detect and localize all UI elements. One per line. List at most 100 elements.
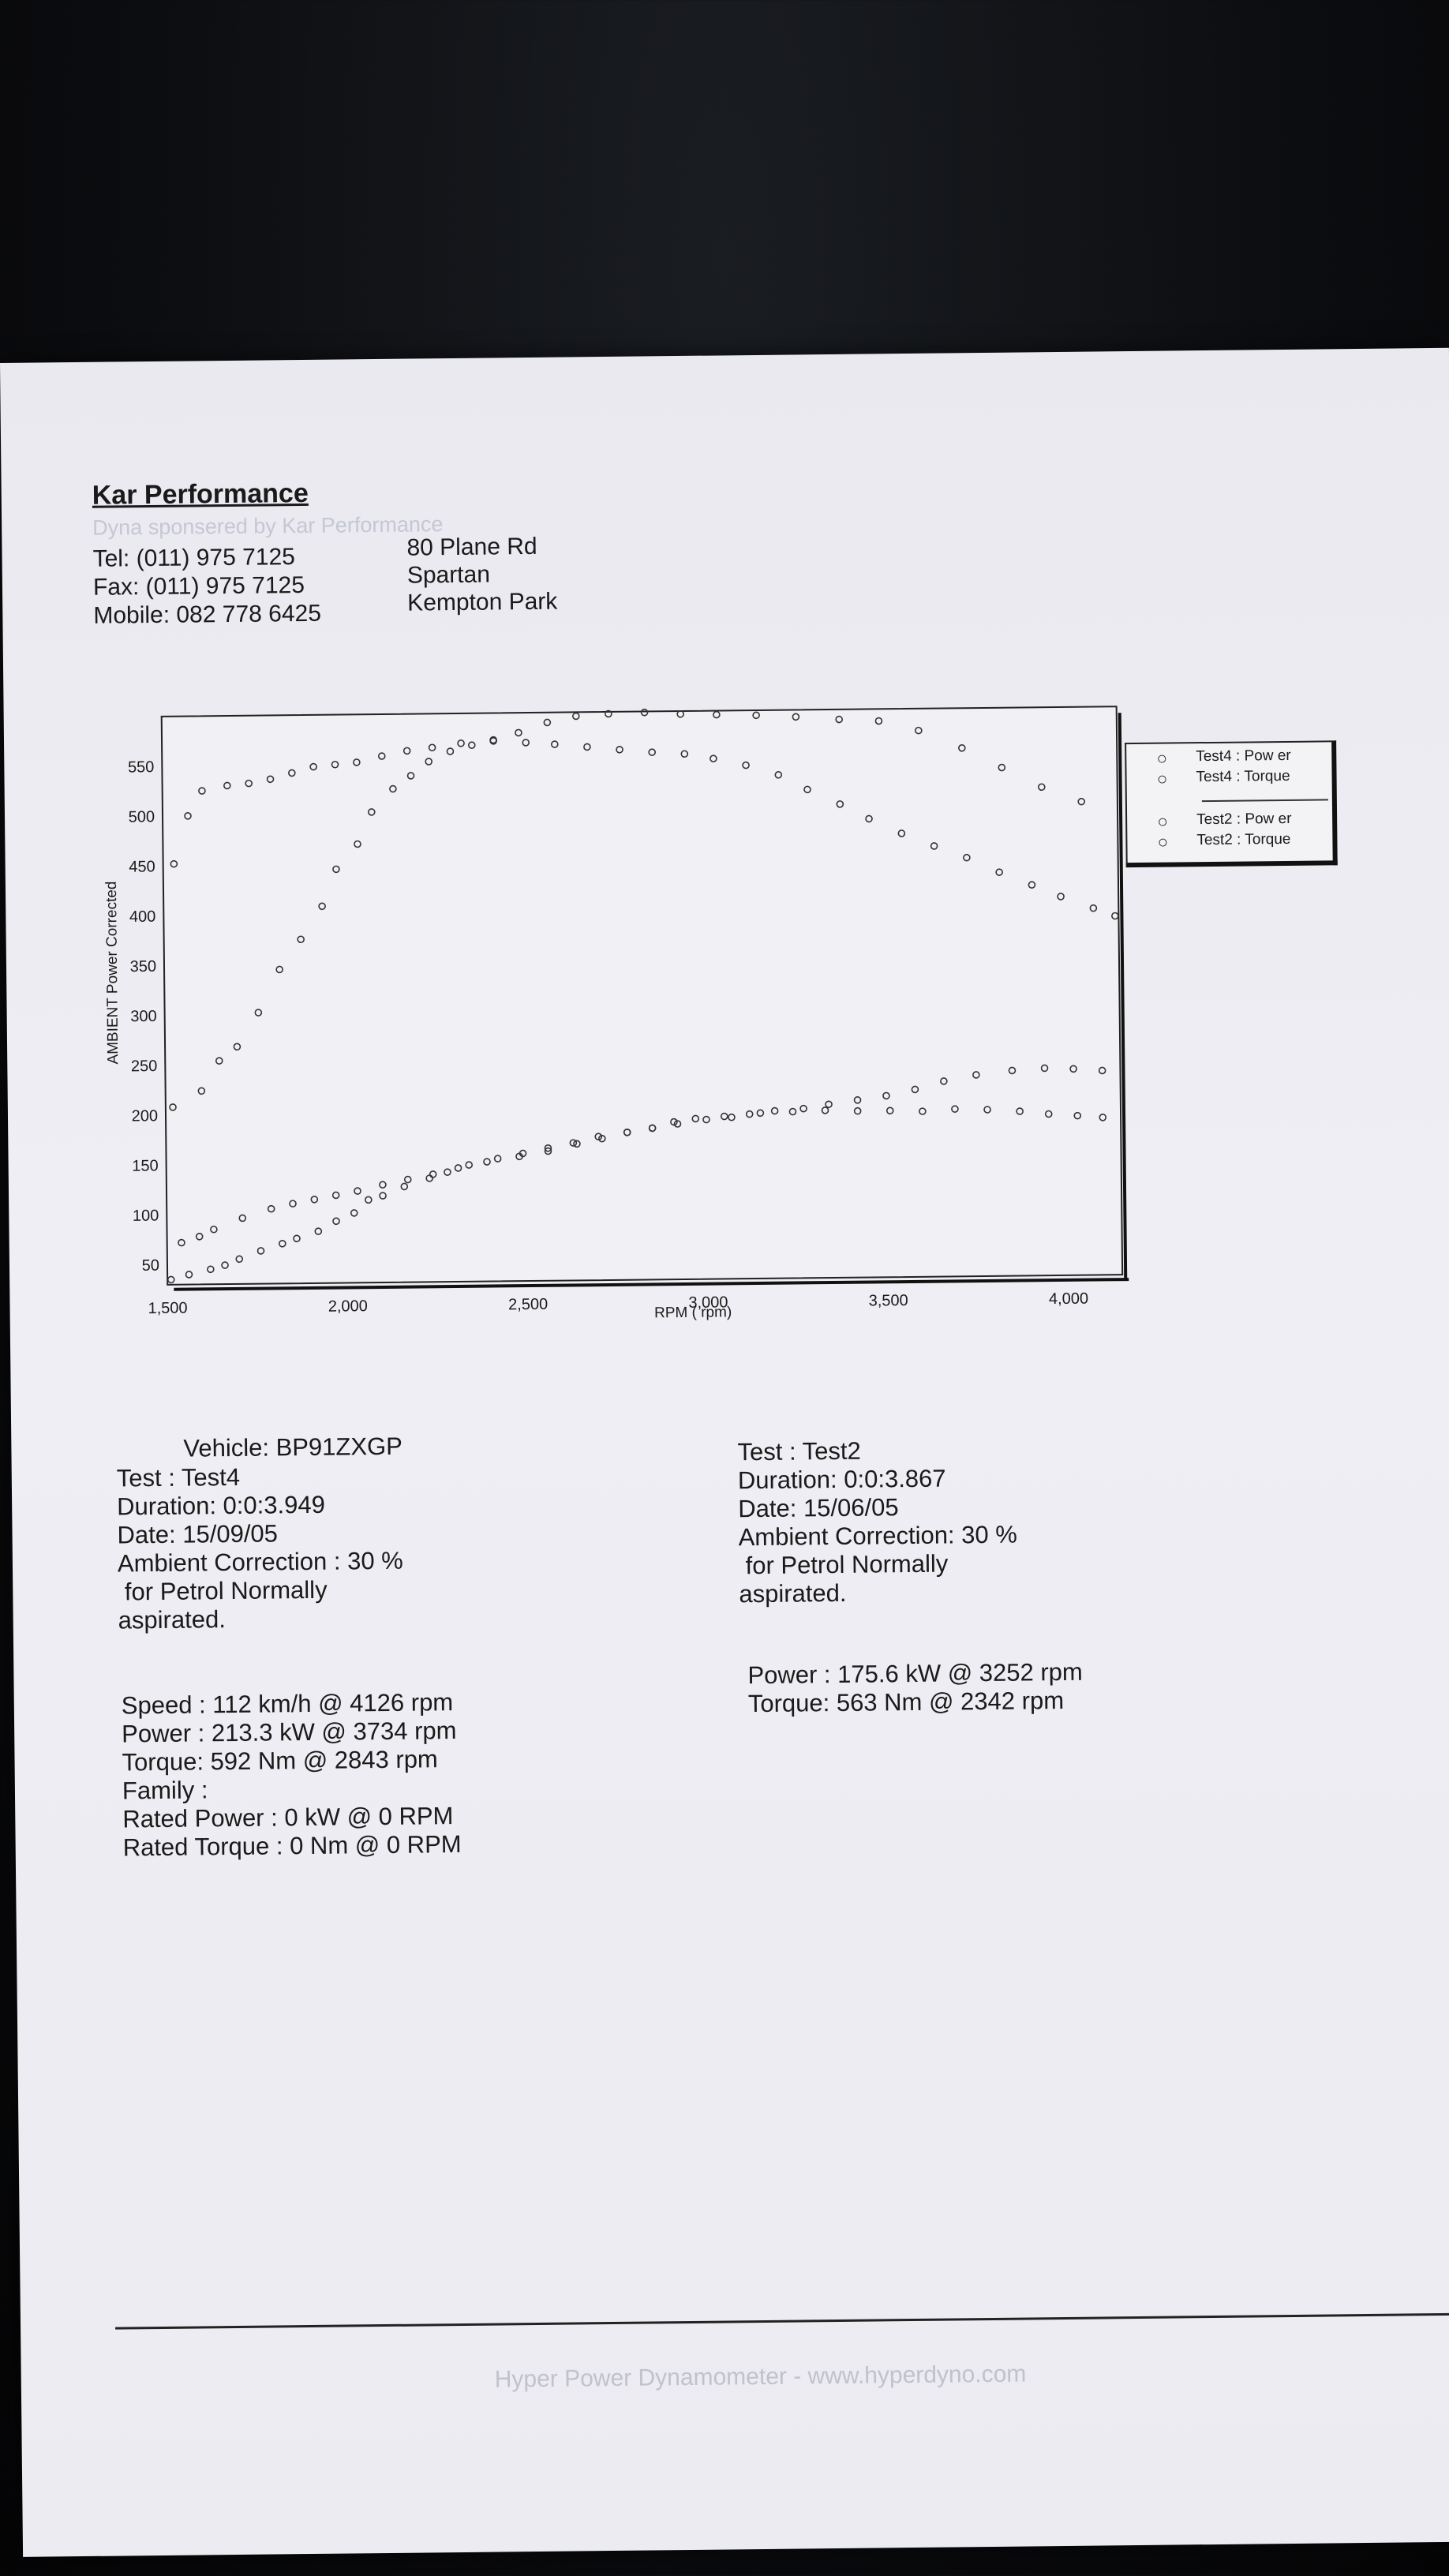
data-point-series-3 [865, 814, 873, 823]
data-point-series-1 [543, 718, 552, 727]
plot-area [160, 706, 1124, 1286]
test4-ambient-correction: Ambient Correction : 30 % [117, 1546, 403, 1578]
data-point-series-2 [289, 1200, 297, 1208]
x-axis-label: RPM ( rpm) [654, 1304, 732, 1321]
footer-text: Hyper Power Dynamometer - www.hyperdyno.… [494, 2361, 1027, 2393]
data-point-series-0 [1040, 1064, 1049, 1073]
data-point-series-1 [640, 708, 649, 717]
data-point-series-1 [752, 711, 760, 720]
data-point-series-0 [882, 1091, 890, 1100]
test4-rated-torque: Rated Torque : 0 Nm @ 0 RPM [122, 1829, 462, 1862]
data-point-series-2 [573, 1140, 581, 1148]
test4-name: Test : Test4 [116, 1462, 241, 1492]
data-point-series-0 [853, 1096, 862, 1104]
data-point-series-3 [930, 842, 938, 850]
x-tick-label: 2,000 [328, 1297, 368, 1316]
data-point-series-3 [616, 746, 623, 754]
data-point-series-1 [297, 935, 305, 944]
data-point-series-3 [288, 769, 296, 777]
legend-marker [1158, 754, 1166, 763]
data-point-series-3 [742, 761, 750, 769]
data-point-series-2 [178, 1238, 185, 1247]
data-point-series-0 [365, 1196, 373, 1204]
data-point-series-0 [207, 1265, 215, 1274]
y-tick-label: 300 [130, 1008, 157, 1025]
test2-fuel: for Petrol Normally [738, 1549, 949, 1580]
y-tick-label: 100 [133, 1208, 159, 1225]
test4-duration: Duration: 0:0:3.949 [116, 1490, 326, 1521]
test2-date: Date: 15/06/05 [738, 1493, 899, 1523]
data-point-series-2 [429, 1170, 437, 1178]
data-point-series-2 [331, 1191, 340, 1200]
data-point-series-2 [648, 1124, 657, 1133]
data-point-series-0 [745, 1110, 754, 1118]
legend-marker [1159, 818, 1167, 826]
fax-line: Fax: (011) 975 7125 [92, 571, 305, 601]
x-tick-label: 4,000 [1049, 1290, 1088, 1309]
x-tick-label: 2,500 [508, 1296, 548, 1314]
test4-date: Date: 15/09/05 [117, 1519, 279, 1549]
data-point-series-2 [673, 1120, 682, 1128]
data-point-series-2 [403, 1175, 412, 1184]
data-point-series-0 [444, 1168, 451, 1176]
data-point-series-1 [275, 965, 283, 974]
legend-marker [1159, 838, 1167, 847]
data-point-series-3 [803, 785, 811, 794]
data-point-series-2 [623, 1128, 631, 1136]
y-tick-label: 450 [129, 858, 155, 875]
data-point-series-2 [702, 1115, 710, 1124]
data-point-series-0 [972, 1071, 980, 1079]
data-point-series-2 [515, 1152, 523, 1161]
data-point-series-0 [235, 1255, 244, 1264]
x-tick-label: 3,500 [869, 1292, 908, 1310]
test2-results: Power : 175.6 kW @ 3252 rpm Torque: 563 … [747, 1658, 1083, 1718]
data-point-series-1 [515, 728, 522, 737]
company-name: Kar Performance [92, 477, 309, 511]
data-point-series-3 [1111, 912, 1119, 920]
test4-results: Speed : 112 km/h @ 4126 rpm Power : 213.… [122, 1688, 462, 1862]
data-point-series-0 [940, 1077, 948, 1085]
data-point-series-0 [720, 1112, 728, 1121]
dyno-chart: 50 100 150 200 250 300 350 400 450 500 550 1,500 2,0… [103, 706, 1129, 1321]
test2-name: Test : Test2 [737, 1436, 861, 1466]
data-point-series-1 [572, 712, 580, 721]
plot-shadow-bottom [174, 1278, 1129, 1291]
data-point-series-2 [454, 1164, 462, 1172]
data-point-series-1 [605, 710, 612, 718]
data-point-series-3 [402, 747, 411, 755]
data-point-series-2 [1073, 1111, 1082, 1120]
vehicle-label: Vehicle: BP91ZXGP [183, 1432, 403, 1462]
data-point-series-3 [1028, 881, 1036, 889]
data-point-series-0 [799, 1104, 807, 1113]
legend-marker [1158, 775, 1166, 784]
data-point-series-0 [569, 1139, 578, 1147]
address-city: Kempton Park [407, 588, 558, 616]
plot-shadow-right [1118, 713, 1128, 1280]
data-point-series-3 [377, 752, 386, 760]
data-point-series-2 [853, 1106, 862, 1115]
data-point-series-0 [770, 1106, 779, 1115]
data-point-series-2 [919, 1107, 927, 1115]
data-point-series-3 [774, 771, 783, 779]
data-point-series-3 [1057, 893, 1065, 900]
mobile-line: Mobile: 082 778 6425 [93, 600, 322, 629]
data-point-series-3 [457, 739, 465, 747]
y-tick-label: 350 [130, 958, 157, 975]
data-point-series-1 [169, 1103, 177, 1111]
data-point-series-3 [522, 739, 530, 747]
data-point-series-2 [310, 1195, 319, 1204]
test4-rated-power: Rated Power : 0 kW @ 0 RPM [122, 1802, 454, 1833]
data-point-series-1 [233, 1043, 242, 1051]
y-tick-label: 400 [129, 908, 156, 926]
data-point-series-0 [1069, 1065, 1077, 1073]
data-point-series-3 [583, 743, 591, 751]
data-point-series-1 [406, 772, 415, 780]
address-suburb: Spartan [406, 561, 491, 589]
test2-duration: Duration: 0:0:3.867 [737, 1464, 946, 1495]
data-point-series-0 [493, 1155, 502, 1163]
data-point-series-2 [195, 1232, 204, 1241]
data-point-series-2 [598, 1134, 606, 1143]
data-point-series-3 [170, 859, 178, 868]
test2-torque: Torque: 563 Nm @ 2342 rpm [747, 1686, 1065, 1718]
data-point-series-0 [256, 1247, 265, 1255]
